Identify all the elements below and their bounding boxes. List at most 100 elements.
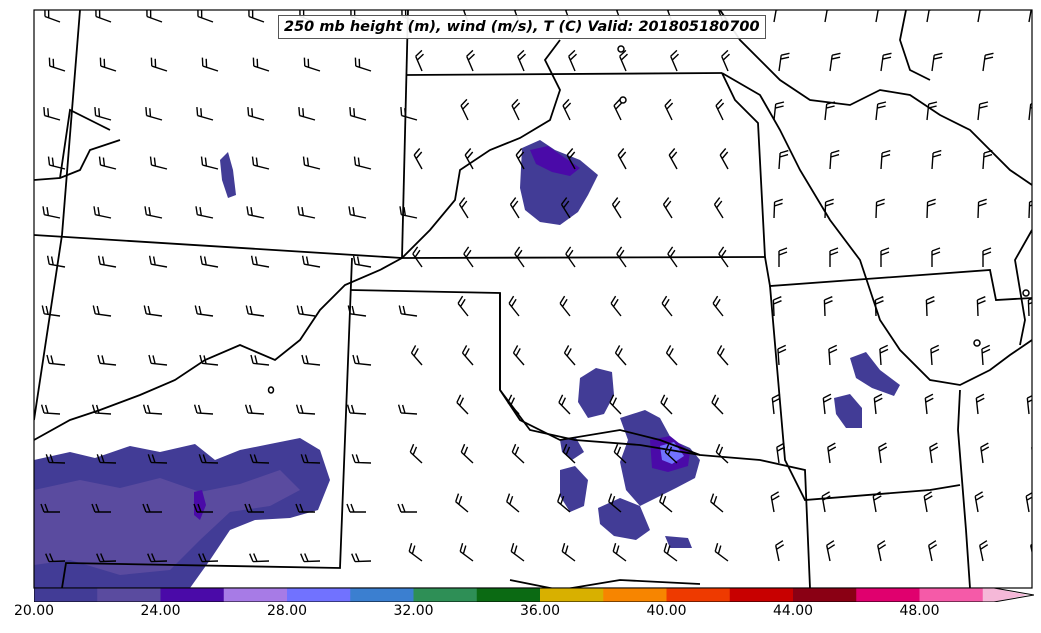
wind-barb xyxy=(517,49,526,72)
wind-barb xyxy=(979,540,989,562)
wind-barb xyxy=(977,101,989,121)
wind-barb xyxy=(295,503,315,513)
wind-barb xyxy=(928,540,938,562)
wind-barb xyxy=(512,345,525,366)
wind-barb xyxy=(982,52,994,72)
wind-barb xyxy=(926,101,938,121)
wind-barb xyxy=(771,393,781,415)
wind-barb xyxy=(44,10,61,23)
wind-barb xyxy=(248,10,265,23)
wind-barb xyxy=(1025,492,1032,513)
wind-barb xyxy=(457,295,469,317)
lake-outlines xyxy=(267,45,1030,394)
colorbar-tick-label: 24.00 xyxy=(140,603,181,619)
wind-barb xyxy=(821,491,831,513)
wind-barb xyxy=(398,305,418,317)
wind-barb xyxy=(47,156,66,170)
wind-barb xyxy=(415,49,424,72)
colorbar-outline xyxy=(34,588,1034,602)
wind-barb xyxy=(412,246,423,268)
wind-barb xyxy=(668,148,678,170)
wind-barb xyxy=(351,553,372,563)
wind-barb xyxy=(400,107,418,121)
wind-barb xyxy=(463,246,474,268)
wind-barb xyxy=(247,107,265,121)
wind-barb xyxy=(98,156,117,170)
wind-barb xyxy=(301,354,321,366)
wind-barb xyxy=(91,404,112,415)
wind-barb xyxy=(670,49,679,72)
wind-barb xyxy=(460,443,474,464)
wind-barb xyxy=(822,393,832,415)
wind-barb xyxy=(352,354,372,366)
colorbar xyxy=(34,588,1034,602)
wind-barb xyxy=(611,197,622,219)
shaded-region-texas-central xyxy=(598,498,650,540)
colorbar-segment xyxy=(223,588,288,602)
wind-barb xyxy=(661,295,673,317)
wind-barb xyxy=(608,493,622,513)
wind-barb xyxy=(566,148,576,170)
wind-barb xyxy=(773,10,781,23)
wind-barb xyxy=(879,344,889,366)
wind-barb xyxy=(346,404,367,415)
shaded-region-arkansas-south xyxy=(834,394,862,428)
wind-barb xyxy=(609,394,622,415)
wind-barb xyxy=(982,247,992,267)
wind-barb xyxy=(1033,345,1041,365)
wind-barb xyxy=(147,553,168,563)
wind-barb xyxy=(99,57,117,72)
wind-barb xyxy=(352,255,372,268)
wind-barb xyxy=(558,394,571,415)
wind-barb xyxy=(563,345,576,366)
wind-barb xyxy=(297,206,316,219)
wind-barb xyxy=(193,503,213,513)
wind-barb xyxy=(464,148,474,170)
wind-barb xyxy=(249,553,270,563)
wind-barb xyxy=(303,57,321,72)
wind-barb xyxy=(94,107,112,121)
wind-barb xyxy=(880,149,891,170)
wind-barb xyxy=(399,206,418,219)
wind-barb xyxy=(193,404,214,415)
wind-barb xyxy=(824,10,832,23)
wind-barb xyxy=(146,10,163,23)
wind-barb xyxy=(408,543,423,562)
colorbar-tick-label: 32.00 xyxy=(393,603,434,619)
shaded-region-new-mexico xyxy=(220,152,236,198)
wind-barb xyxy=(199,255,219,268)
wind-barb xyxy=(511,98,521,121)
wind-barb xyxy=(349,107,367,121)
wind-barb xyxy=(929,442,939,464)
wind-barb xyxy=(1031,446,1032,454)
wind-barb xyxy=(142,503,162,513)
wind-barb xyxy=(829,149,840,170)
wind-barb xyxy=(45,454,66,464)
wind-barb xyxy=(143,305,163,317)
wind-barb xyxy=(45,553,66,563)
wind-barb xyxy=(148,255,168,268)
wind-barb xyxy=(772,296,782,317)
wind-barb xyxy=(714,543,729,562)
wind-barb xyxy=(559,295,571,317)
colorbar-segment xyxy=(729,588,794,602)
wind-barb xyxy=(612,543,627,562)
wind-barb xyxy=(296,305,316,317)
wind-barb xyxy=(829,52,841,72)
wind-barb xyxy=(461,345,474,366)
wind-barb xyxy=(713,197,724,219)
wind-barb xyxy=(565,246,576,268)
colorbar-segment xyxy=(476,588,541,602)
wind-barb xyxy=(1034,151,1041,169)
colorbar-tick-label: 28.00 xyxy=(266,603,308,619)
wind-barb xyxy=(923,491,933,513)
colorbar-segment xyxy=(540,588,604,602)
colorbar-segment xyxy=(603,588,667,602)
wind-barb xyxy=(142,404,163,415)
map-title: 250 mb height (m), wind (m/s), T (C) Val… xyxy=(278,15,766,39)
wind-barb xyxy=(199,354,219,366)
wind-barb xyxy=(458,197,469,219)
wind-barb xyxy=(977,10,985,23)
colorbar-segment xyxy=(160,588,225,602)
